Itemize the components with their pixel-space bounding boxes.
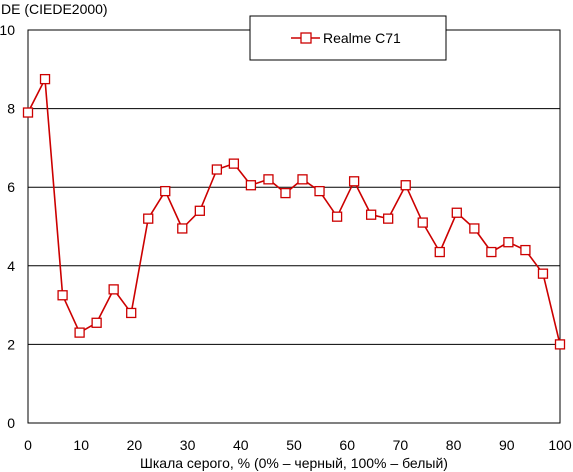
data-point	[39, 73, 51, 85]
y-tick-label: 6	[7, 179, 15, 195]
data-point	[469, 223, 480, 234]
data-point	[194, 205, 205, 216]
data-point	[263, 174, 274, 185]
x-tick-label: 20	[127, 437, 143, 453]
x-tick-label: 80	[446, 437, 462, 453]
data-point	[177, 223, 188, 234]
x-axis-title: Шкала серого, % (0% – черный, 100% – бел…	[140, 455, 448, 471]
series-group	[22, 73, 566, 350]
data-point	[383, 213, 394, 224]
data-point	[22, 107, 34, 118]
data-point	[434, 246, 445, 258]
data-point	[280, 187, 291, 199]
data-point	[160, 185, 171, 197]
y-axis-title: DE (CIEDE2000)	[1, 1, 108, 17]
x-tick-label: 90	[499, 437, 515, 453]
y-tick-label: 4	[7, 258, 15, 274]
data-point	[211, 164, 223, 175]
x-tick-label: 0	[24, 437, 32, 453]
data-point	[228, 158, 240, 169]
data-point	[331, 211, 343, 222]
x-tick-label: 10	[73, 437, 89, 453]
data-point	[245, 180, 257, 191]
data-point	[74, 327, 85, 338]
data-point	[537, 268, 549, 279]
legend-box	[249, 15, 447, 61]
data-point	[400, 180, 411, 191]
y-tick-labels: 0 2 4 6 8 10	[0, 22, 15, 431]
y-tick-label: 0	[7, 415, 15, 431]
y-tick-label: 10	[0, 22, 15, 38]
x-tick-label: 70	[393, 437, 409, 453]
data-point	[314, 185, 325, 197]
y-tick-label: 8	[7, 101, 15, 117]
data-point	[91, 317, 102, 328]
legend-label: Realme C71	[323, 30, 401, 46]
data-point	[108, 284, 119, 295]
x-tick-label: 100	[548, 437, 572, 453]
data-point	[417, 217, 428, 228]
data-point	[348, 176, 360, 187]
x-tick-label: 30	[180, 437, 196, 453]
plot-area	[28, 30, 560, 423]
data-point	[297, 174, 308, 185]
x-tick-label: 50	[286, 437, 302, 453]
data-point	[486, 246, 497, 258]
data-point	[143, 213, 154, 224]
x-tick-label: 60	[339, 437, 355, 453]
data-point	[57, 290, 68, 301]
data-point	[365, 209, 377, 220]
x-tick-labels: 0 10 20 30 40 50 60 70 80 90 100	[24, 437, 572, 453]
legend-marker	[300, 32, 312, 44]
data-point	[451, 207, 462, 218]
data-point	[126, 307, 137, 319]
data-point	[554, 339, 566, 350]
x-tick-label: 40	[233, 437, 249, 453]
legend: Realme C71	[249, 15, 447, 61]
y-tick-label: 2	[7, 336, 15, 352]
data-point	[520, 244, 531, 256]
data-point	[503, 237, 514, 248]
